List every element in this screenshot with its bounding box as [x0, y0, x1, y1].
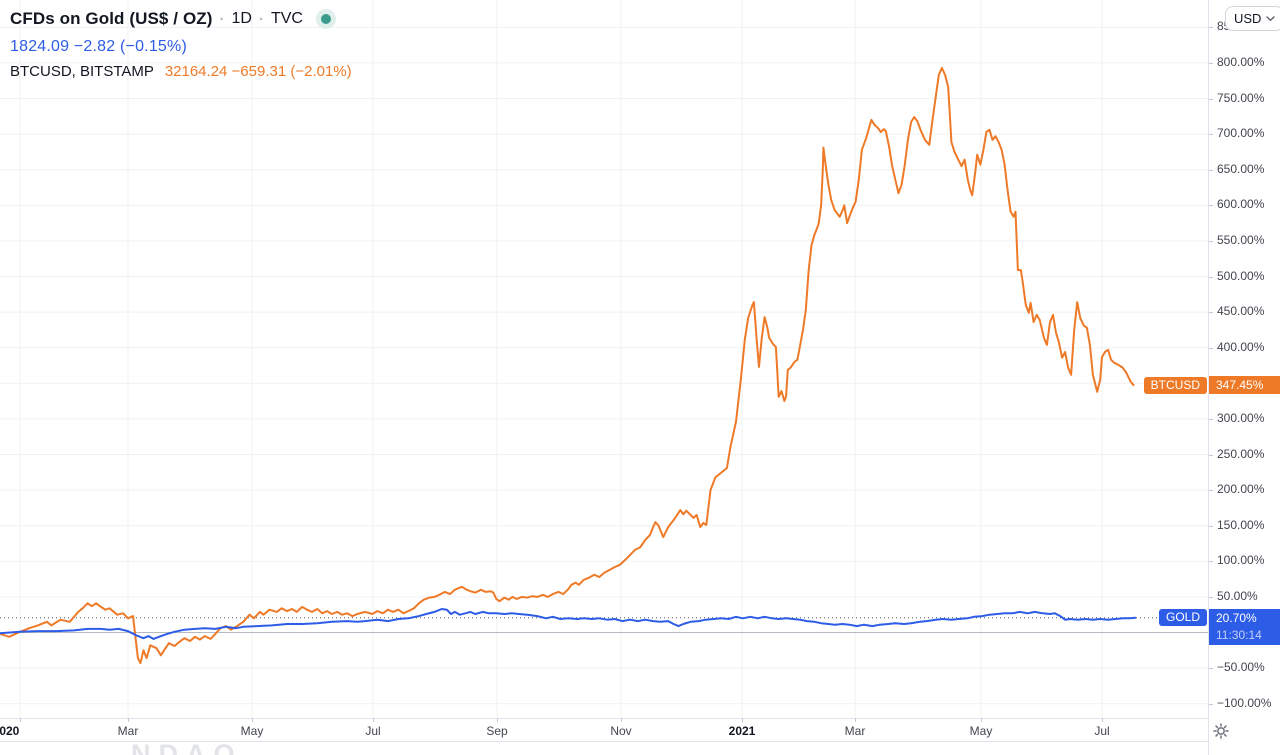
y-axis-tick [1209, 205, 1213, 206]
btcusd-series-badge[interactable]: BTCUSD [1143, 376, 1207, 394]
x-axis-label: 2021 [728, 724, 756, 738]
x-axis-label: Mar [844, 724, 866, 738]
series-line-btcusd [0, 66, 1135, 665]
market-status-dot-core [320, 14, 331, 24]
y-axis-label: 650.00% [1217, 161, 1265, 176]
y-axis-label: 800.00% [1217, 54, 1265, 69]
x-axis-tick [621, 718, 622, 722]
compare-symbol-name[interactable]: BTCUSD, BITSTAMP [10, 63, 154, 80]
main-symbol-quote: 1824.09 −2.82 (−0.15%) [10, 38, 187, 55]
x-axis-tick [128, 718, 129, 722]
y-axis-tick [1209, 99, 1213, 100]
x-axis-tick [20, 718, 21, 722]
y-axis-tick [1209, 526, 1213, 527]
x-axis-label: Nov [610, 724, 632, 738]
x-axis-label: Jul [365, 724, 381, 738]
y-axis-label: 600.00% [1217, 197, 1265, 212]
x-axis-tick [252, 718, 253, 722]
y-axis-tick [1209, 27, 1213, 28]
gold-series-badge[interactable]: GOLD [1158, 609, 1207, 627]
x-axis-label: Jul [1094, 724, 1110, 738]
symbol-watermark: NDAQ [131, 742, 243, 755]
axis-settings-gear-icon[interactable] [1212, 722, 1230, 740]
y-axis-tick [1209, 277, 1213, 278]
y-axis-tick [1209, 170, 1213, 171]
time-axis[interactable]: 2020 Mar May Jul Sep Nov 2021 Mar May Jul [0, 718, 1208, 742]
x-axis-label: May [240, 724, 264, 738]
y-axis-label: 750.00% [1217, 90, 1265, 105]
series-line-gold [0, 608, 1137, 640]
y-axis-label: 250.00% [1217, 446, 1265, 461]
x-axis-label: Sep [486, 724, 508, 738]
interval-label[interactable]: 1D [231, 10, 252, 27]
symbol-title[interactable]: CFDs on Gold (US$ / OZ) [10, 9, 213, 28]
y-axis-tick [1209, 490, 1213, 491]
y-axis-label: −100.00% [1217, 695, 1272, 710]
y-axis-label: 550.00% [1217, 232, 1265, 247]
y-axis-label: 400.00% [1217, 339, 1265, 354]
x-axis-tick [855, 718, 856, 722]
separator-dot: · [219, 10, 225, 28]
y-axis-tick [1209, 561, 1213, 562]
chart-plot[interactable] [0, 0, 1208, 718]
gold-price-label: 20.70% 11:30:14 [1209, 608, 1280, 645]
x-axis-tick [373, 718, 374, 722]
compare-symbol-row: BTCUSD, BITSTAMP 32164.24 −659.31 (−2.01… [10, 63, 352, 80]
x-axis-label: May [969, 724, 993, 738]
compare-symbol-quote: 32164.24 −659.31 (−2.01%) [164, 63, 352, 80]
y-axis-tick [1209, 134, 1213, 135]
y-axis-label: 450.00% [1217, 304, 1265, 319]
gold-price-value: 20.70% [1216, 610, 1257, 625]
y-axis-tick [1209, 668, 1213, 669]
y-axis-tick [1209, 241, 1213, 242]
y-axis-tick [1209, 63, 1213, 64]
chart-legend: CFDs on Gold (US$ / OZ) · 1D · TVC 1824.… [10, 6, 352, 80]
y-axis-label: 50.00% [1217, 588, 1258, 603]
currency-unit-label: USD [1234, 11, 1262, 26]
x-axis-label: Mar [117, 724, 139, 738]
x-axis-tick [981, 718, 982, 722]
y-axis-tick [1209, 348, 1213, 349]
y-axis-label: 100.00% [1217, 553, 1265, 568]
chevron-down-icon [1266, 15, 1276, 21]
y-axis-label: 200.00% [1217, 482, 1265, 497]
y-axis-label: 700.00% [1217, 126, 1265, 141]
y-axis-tick [1209, 597, 1213, 598]
market-status-icon[interactable] [315, 9, 336, 29]
main-symbol-row: CFDs on Gold (US$ / OZ) · 1D · TVC [10, 6, 352, 32]
x-axis-label: 2020 [0, 724, 20, 738]
currency-unit-button[interactable]: USD [1225, 6, 1280, 31]
x-axis-tick [742, 718, 743, 722]
y-axis-label: 300.00% [1217, 410, 1265, 425]
y-axis-tick [1209, 455, 1213, 456]
y-axis-label: 500.00% [1217, 268, 1265, 283]
separator-dot: · [258, 10, 264, 28]
y-axis-label: 150.00% [1217, 517, 1265, 532]
bar-countdown: 11:30:14 [1216, 627, 1262, 642]
y-axis-tick [1209, 704, 1213, 705]
y-axis-label: −50.00% [1217, 660, 1265, 675]
x-axis-tick [497, 718, 498, 722]
y-axis-tick [1209, 312, 1213, 313]
y-axis-tick [1209, 419, 1213, 420]
bottom-pane: NDAQ [0, 741, 1208, 755]
btcusd-price-label: 347.45% [1209, 376, 1280, 395]
exchange-label[interactable]: TVC [270, 10, 303, 27]
price-axis[interactable]: 347.45% 20.70% 11:30:14 850.00%800.00%75… [1208, 0, 1280, 755]
x-axis-tick [1102, 718, 1103, 722]
